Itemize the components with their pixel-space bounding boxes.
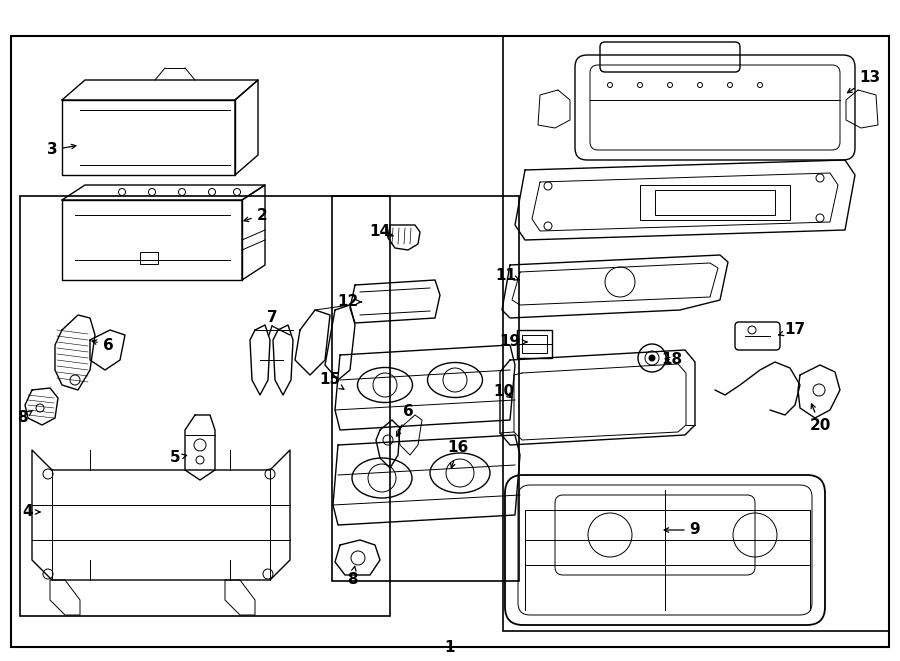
Text: 5: 5 <box>170 451 186 465</box>
Text: 20: 20 <box>809 404 831 432</box>
Bar <box>640 185 790 220</box>
Bar <box>140 252 158 264</box>
Bar <box>503 36 889 631</box>
Text: 10: 10 <box>493 385 515 399</box>
Text: 19: 19 <box>500 334 526 350</box>
Text: 16: 16 <box>447 440 469 468</box>
Text: 3: 3 <box>47 143 76 157</box>
Circle shape <box>649 355 655 361</box>
Text: 8: 8 <box>17 410 32 426</box>
Bar <box>522 335 547 353</box>
Bar <box>655 190 775 215</box>
Text: 7: 7 <box>266 311 277 325</box>
Bar <box>517 330 552 358</box>
Text: 6: 6 <box>92 338 113 352</box>
Text: 1: 1 <box>445 641 455 656</box>
Text: 9: 9 <box>664 522 700 537</box>
Text: 14: 14 <box>369 225 393 239</box>
Text: 12: 12 <box>338 295 362 309</box>
Text: 15: 15 <box>320 373 344 389</box>
Text: 13: 13 <box>848 71 880 93</box>
Text: 6: 6 <box>397 405 413 436</box>
Text: 4: 4 <box>22 504 40 520</box>
Bar <box>332 196 519 581</box>
Text: 17: 17 <box>778 323 806 338</box>
Text: 2: 2 <box>244 208 267 223</box>
Text: 8: 8 <box>346 566 357 588</box>
Text: 18: 18 <box>662 352 682 368</box>
Bar <box>20 196 390 616</box>
Text: 11: 11 <box>496 268 519 282</box>
